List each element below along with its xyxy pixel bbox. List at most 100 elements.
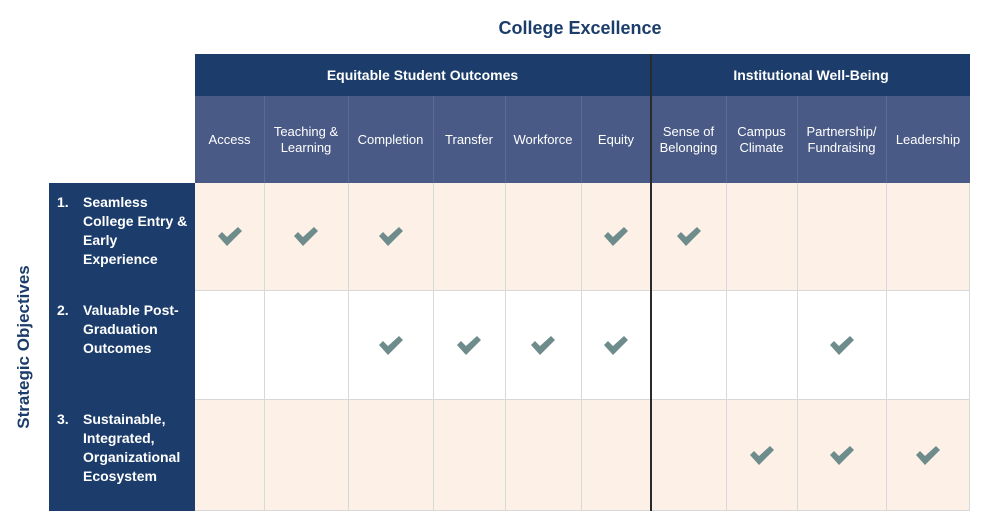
column-header-line: Access [208,131,251,147]
objective-text: Valuable Post-Graduation Outcomes [83,302,179,356]
column-header-line: Teaching & [273,123,339,139]
header-separator [264,96,265,183]
column-header-line: Belonging [659,139,718,155]
matrix-cell [797,400,886,511]
column-header: Equity [581,96,651,183]
column-header-label: Partnership/Fundraising [806,124,876,156]
objective-label: 1. Seamless College Entry & Early Experie… [49,183,195,291]
checkmark-icon [378,227,404,247]
column-header-label: Completion [358,132,424,148]
grid-line [886,183,887,511]
column-header-line: Leadership [895,131,961,147]
header-separator [348,96,349,183]
column-header-line: Workforce [513,131,573,147]
header-separator [797,96,798,183]
group-divider [650,54,652,511]
objective-number: 2. [57,302,69,318]
grid-line [195,510,970,511]
header-separator [505,96,506,183]
column-header-line: Campus [737,123,786,139]
grid-line [433,183,434,511]
column-header-line: Learning [280,139,332,155]
column-header-line: Partnership/ [806,123,877,139]
objective-number: 3. [57,411,69,427]
column-header-label: Equity [598,132,634,148]
header-separator [726,96,727,183]
header-separator [886,96,887,183]
column-header: Sense of Belonging [651,96,726,183]
matrix-cell [886,183,970,291]
column-header-line: Climate [739,139,784,155]
checkmark-icon [378,335,404,356]
matrix-cell [264,291,348,400]
matrix-cell [505,291,581,400]
matrix-cell [505,183,581,291]
checkmark-icon [530,335,556,356]
matrix-cell [726,291,797,400]
matrix-cell [797,291,886,400]
objective-label: 2. Valuable Post-Graduation Outcomes [49,291,195,400]
matrix-cell [797,183,886,291]
matrix-cell [651,183,726,291]
matrix-cell [195,183,264,291]
matrix-cell [264,183,348,291]
matrix-cell [651,400,726,511]
header-separator [581,96,582,183]
matrix-cell [886,400,970,511]
column-header-line: Transfer [445,131,493,147]
column-header-line: Sense of [662,123,715,139]
column-header: Completion [348,96,433,183]
checkmark-icon [749,445,775,466]
checkmark-icon [676,227,702,247]
matrix-cell [505,400,581,511]
header-separator [433,96,434,183]
column-header-line: Equity [597,131,635,147]
grid-line [348,183,349,511]
column-header: Teaching & Learning [264,96,348,183]
column-header: Access [195,96,264,183]
row-axis-title-text: Strategic Objectives [14,265,33,429]
objective-text: Sustainable, Integrated, Organizational … [83,411,181,484]
column-header: Partnership/Fundraising [797,96,886,183]
column-header-label: Teaching & Learning [274,124,338,156]
grid-line [726,183,727,511]
matrix-cell [581,400,651,511]
checkmark-icon [603,335,629,356]
diagram-title: College Excellence [498,18,662,38]
matrix-cell [886,291,970,400]
matrix-cell [433,400,505,511]
checkmark-icon [829,445,855,466]
column-header-label: Workforce [514,132,573,148]
group-header-institutional-well-being: Institutional Well-Being [652,54,970,96]
checkmark-icon [603,227,629,247]
matrix-cell [433,291,505,400]
column-header: Transfer [433,96,505,183]
column-header: Campus Climate [726,96,797,183]
checkmark-icon [915,445,941,466]
matrix-cell [348,400,433,511]
matrix-cell [726,183,797,291]
column-header-line: Completion [357,131,424,147]
matrix-cell [433,183,505,291]
group-header-equitable-student-outcomes: Equitable Student Outcomes [195,54,650,96]
column-header-label: Sense of Belonging [660,124,718,156]
checkmark-icon [217,227,243,247]
matrix-cell [651,291,726,400]
column-header-label: Leadership [896,132,960,148]
objective-number: 1. [57,194,69,210]
checkmark-icon [293,227,319,247]
matrix-cell [264,400,348,511]
column-header-label: Transfer [445,132,493,148]
grid-line [264,183,265,511]
grid-line [505,183,506,511]
matrix-cell [348,291,433,400]
grid-border [969,183,970,511]
grid-line [797,183,798,511]
checkmark-icon [456,335,482,356]
column-header-line: Fundraising [807,139,876,155]
matrix-cell [726,400,797,511]
column-header-label: Access [209,132,251,148]
objective-text: Seamless College Entry & Early Experienc… [83,194,188,267]
column-header: Workforce [505,96,581,183]
grid-line [195,290,970,291]
